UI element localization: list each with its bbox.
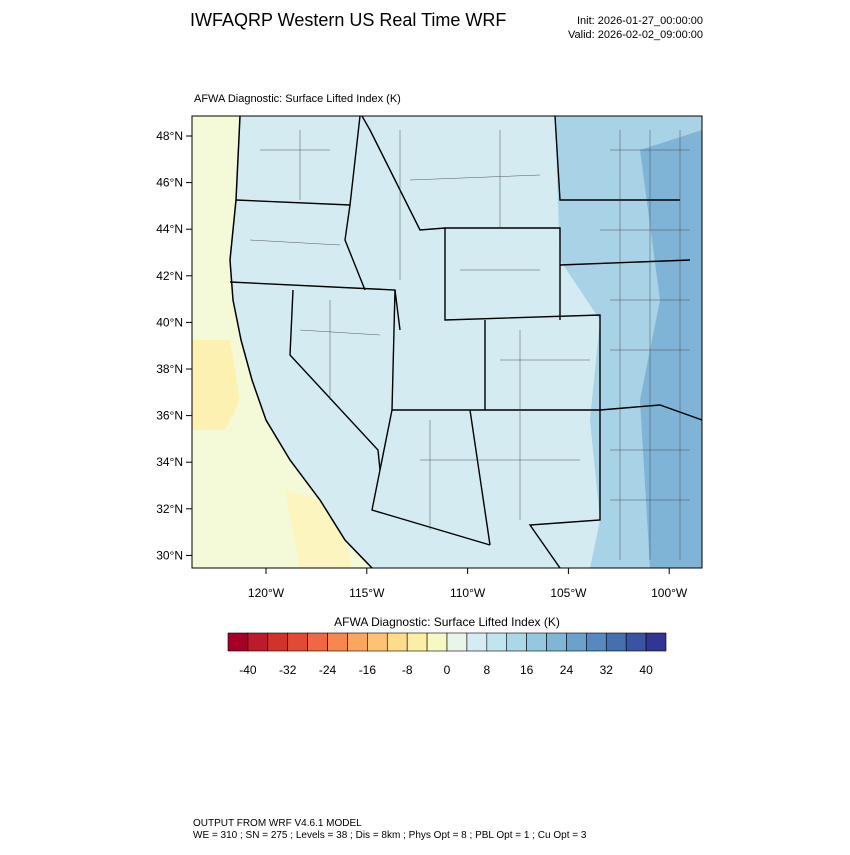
- colorbar-label: -16: [359, 663, 377, 677]
- lat-label: 40°N: [156, 315, 183, 329]
- colorbar-label: 32: [600, 663, 614, 677]
- map-frame: [191, 115, 703, 569]
- colorbar-label: 40: [639, 663, 653, 677]
- colorbar-box: [307, 632, 328, 652]
- colorbar-box: [367, 632, 388, 652]
- colorbar-box: [446, 632, 468, 652]
- field-patch: [285, 490, 352, 568]
- lat-label: 42°N: [156, 269, 183, 283]
- lat-label: 46°N: [156, 176, 183, 190]
- colorbar-box: [466, 632, 488, 652]
- lat-label: 48°N: [156, 129, 183, 143]
- lon-label: 120°W: [248, 586, 285, 600]
- lon-labels: 120°W 115°W 110°W 105°W 100°W: [248, 568, 688, 600]
- lat-label: 38°N: [156, 362, 183, 376]
- colorbar-box: [386, 632, 408, 652]
- colorbar-label: -32: [279, 663, 297, 677]
- colorbar-box: [347, 632, 368, 652]
- valid-time: Valid: 2026-02-02_09:00:00: [568, 29, 703, 41]
- lat-labels: 48°N 46°N 44°N 42°N 40°N 38°N 36°N 34°N 32°N 30°N: [156, 129, 192, 562]
- colorbar-box: [227, 632, 249, 652]
- colorbar-title: AFWA Diagnostic: Surface Lifted Index (K…: [334, 615, 560, 629]
- colorbar-box: [287, 632, 308, 652]
- map-subtitle: AFWA Diagnostic: Surface Lifted Index (K…: [194, 93, 401, 105]
- colorbar-box: [526, 632, 547, 652]
- lat-label: 32°N: [156, 502, 183, 516]
- field-patch: [640, 130, 702, 568]
- lon-label: 100°W: [651, 586, 688, 600]
- footer-line: OUTPUT FROM WRF V4.6.1 MODEL: [193, 818, 362, 829]
- ocean-field: [192, 116, 372, 568]
- colorbar-box: [506, 632, 527, 652]
- footer-line: WE = 310 ; SN = 275 ; Levels = 38 ; Dis …: [193, 830, 587, 841]
- county-borders: [249, 130, 690, 560]
- colorbar-box: [247, 632, 269, 652]
- colorbar: -40 -32 -24 -16 -8 0 8 16 24 32 40: [227, 632, 667, 677]
- colorbar-box: [645, 632, 667, 652]
- colorbar-label: -8: [402, 663, 413, 677]
- colorbar-box: [406, 632, 428, 652]
- colorbar-box: [327, 632, 348, 652]
- colorbar-box: [625, 632, 647, 652]
- colorbar-label: 8: [483, 663, 490, 677]
- lat-label: 36°N: [156, 409, 183, 423]
- title: IWFAQRP Western US Real Time WRF: [190, 10, 506, 30]
- lon-label: 105°W: [550, 586, 587, 600]
- colorbar-label: 24: [560, 663, 574, 677]
- colorbar-box: [605, 632, 627, 652]
- map: [191, 115, 703, 569]
- coastline: [229, 116, 373, 568]
- colorbar-label: -40: [239, 663, 257, 677]
- colorbar-box: [566, 632, 587, 652]
- colorbar-box: [546, 632, 567, 652]
- colorbar-box: [426, 632, 448, 652]
- lat-label: 30°N: [156, 548, 183, 562]
- field-patch: [192, 340, 240, 430]
- lon-label: 110°W: [450, 586, 486, 600]
- colorbar-label: -24: [319, 663, 337, 677]
- colorbar-box: [586, 632, 607, 652]
- lat-label: 44°N: [156, 222, 183, 236]
- lat-label: 34°N: [156, 455, 183, 469]
- colorbar-label: 16: [520, 663, 534, 677]
- init-time: Init: 2026-01-27_00:00:00: [577, 15, 703, 27]
- colorbar-label: 0: [444, 663, 451, 677]
- colorbar-box: [267, 632, 289, 652]
- colorbar-box: [486, 632, 508, 652]
- lon-label: 115°W: [349, 586, 385, 600]
